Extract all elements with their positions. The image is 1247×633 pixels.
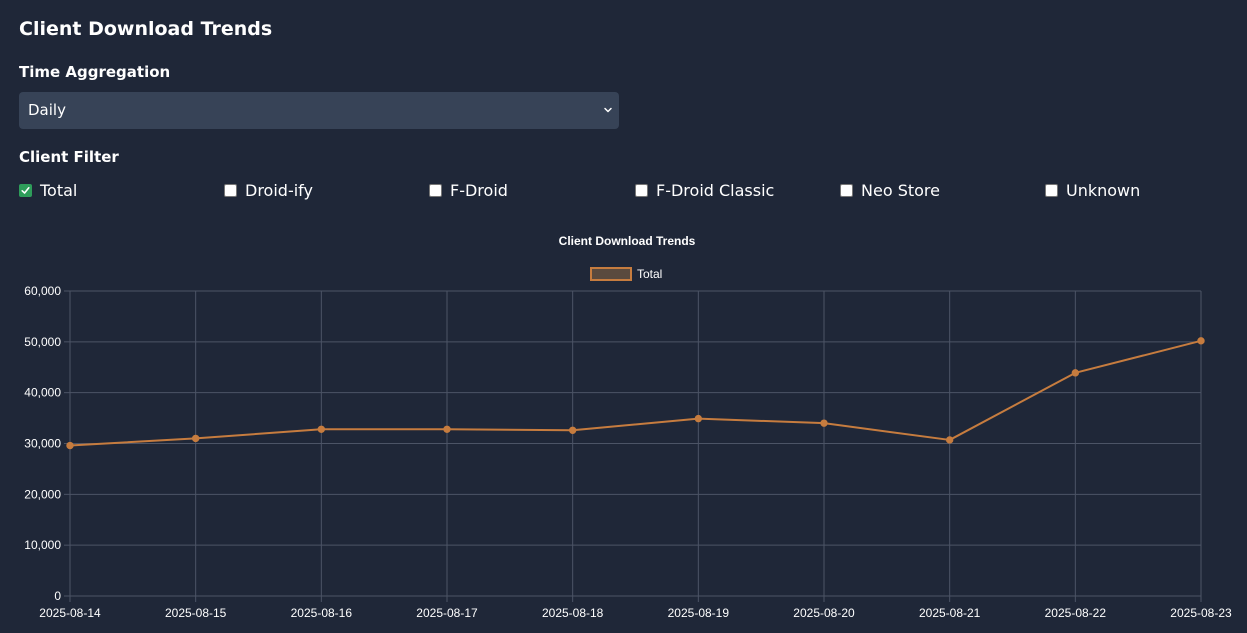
data-point-total	[443, 425, 451, 433]
data-point-total	[568, 426, 577, 434]
filter-label-total: Total	[40, 180, 78, 200]
x-tick-label: 2025-08-15	[165, 606, 227, 620]
checkbox-total[interactable]	[19, 183, 32, 197]
x-tick-label: 2025-08-17	[416, 606, 478, 620]
data-point-total	[820, 419, 828, 427]
checkmark-icon	[21, 186, 30, 194]
checkbox-f-droid-classic[interactable]	[635, 183, 648, 197]
client-filter-label: Client Filter	[19, 148, 119, 166]
y-tick-label: 30,000	[24, 437, 61, 451]
x-tick-label: 2025-08-20	[793, 606, 855, 620]
y-tick-label: 40,000	[24, 386, 61, 400]
client-filter-options: Total Droid-ify F-Droid F-Droid Classic …	[19, 180, 1239, 200]
checkbox-droid-ify[interactable]	[224, 183, 237, 197]
filter-option-f-droid[interactable]: F-Droid	[429, 180, 508, 200]
legend-label-total: Total	[637, 267, 662, 281]
filter-option-neo-store[interactable]: Neo Store	[840, 180, 940, 200]
checkbox-f-droid[interactable]	[429, 183, 442, 197]
filter-label-f-droid-classic: F-Droid Classic	[656, 180, 775, 200]
page-title: Client Download Trends	[19, 18, 273, 40]
filter-option-unknown[interactable]: Unknown	[1045, 180, 1140, 200]
series-line-total	[69, 339, 1202, 447]
y-tick-label: 50,000	[24, 335, 61, 349]
x-tick-label: 2025-08-23	[1170, 606, 1232, 620]
time-aggregation-label: Time Aggregation	[19, 63, 171, 81]
legend-swatch-total	[590, 267, 632, 281]
filter-option-total[interactable]: Total	[19, 180, 77, 200]
data-point-total	[945, 436, 954, 444]
filter-label-f-droid: F-Droid	[450, 180, 508, 200]
x-tick-label: 2025-08-18	[542, 606, 604, 620]
data-point-total	[66, 441, 74, 450]
filter-option-droid-ify[interactable]: Droid-ify	[224, 180, 313, 200]
y-tick-label: 60,000	[24, 284, 61, 298]
chevron-down-icon	[604, 107, 612, 113]
filter-label-unknown: Unknown	[1066, 180, 1141, 200]
x-tick-label: 2025-08-14	[39, 606, 101, 620]
y-tick-label: 0	[54, 589, 61, 603]
data-point-total	[694, 414, 703, 423]
download-trends-chart: Client Download Trends Total 0 10,000 20,000…	[24, 234, 1232, 620]
x-tick-label: 2025-08-22	[1045, 606, 1107, 620]
time-aggregation-value: Daily	[28, 101, 66, 119]
checkbox-neo-store[interactable]	[840, 183, 853, 197]
y-tick-label: 20,000	[24, 487, 61, 501]
data-point-total	[191, 434, 200, 443]
data-point-total	[1071, 369, 1080, 377]
data-point-total	[1197, 337, 1205, 345]
chart-title: Client Download Trends	[559, 234, 696, 248]
filter-label-droid-ify: Droid-ify	[245, 180, 313, 200]
filter-label-neo-store: Neo Store	[861, 180, 940, 200]
data-point-total	[317, 425, 326, 433]
filter-option-f-droid-classic[interactable]: F-Droid Classic	[635, 180, 774, 200]
checkbox-unknown[interactable]	[1045, 183, 1058, 197]
time-aggregation-select[interactable]: Daily	[19, 92, 619, 129]
x-tick-label: 2025-08-21	[919, 606, 981, 620]
x-tick-label: 2025-08-19	[668, 606, 730, 620]
x-tick-label: 2025-08-16	[291, 606, 353, 620]
y-tick-label: 10,000	[24, 538, 61, 552]
